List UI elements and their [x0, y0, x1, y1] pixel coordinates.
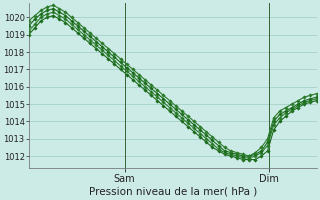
X-axis label: Pression niveau de la mer( hPa ): Pression niveau de la mer( hPa ) [89, 187, 257, 197]
